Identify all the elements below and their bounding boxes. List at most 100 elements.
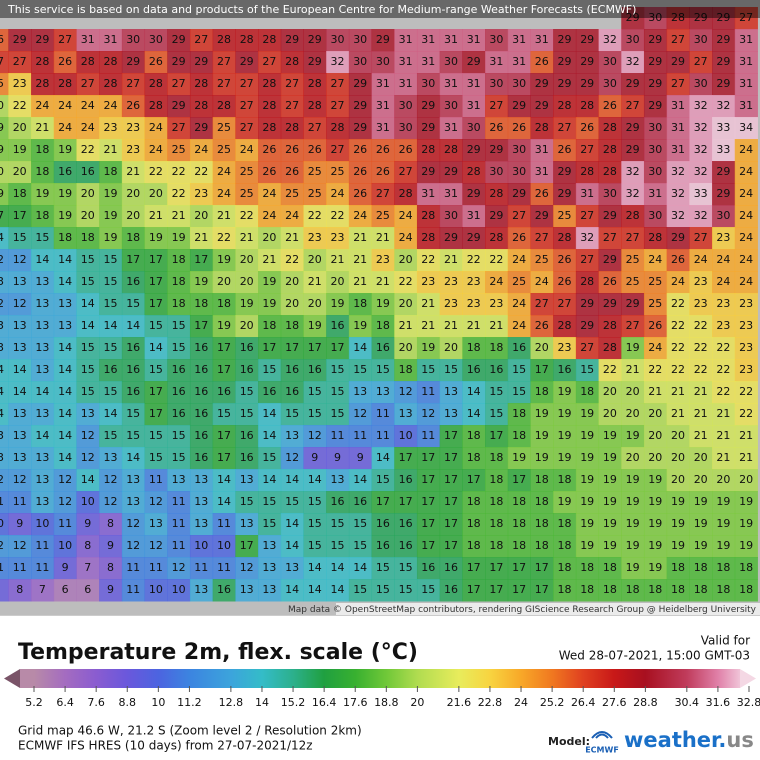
temperature-value: 24	[217, 187, 231, 200]
temperature-value: 26	[353, 187, 367, 200]
temperature-value: 7	[84, 561, 91, 574]
temperature-value: 19	[0, 121, 4, 134]
temperature-cell	[439, 403, 463, 426]
temperature-value: 15	[149, 319, 163, 332]
temperature-value: 21	[671, 407, 685, 420]
temperature-cell	[712, 73, 736, 96]
temperature-value: 30	[603, 187, 617, 200]
temperature-value: 19	[739, 517, 753, 530]
temperature-cell	[8, 95, 32, 118]
temperature-cell	[53, 161, 77, 184]
temperature-cell	[712, 227, 736, 250]
temperature-cell	[689, 293, 713, 316]
temperature-cell	[394, 51, 418, 74]
temperature-cell	[326, 403, 350, 426]
temperature-cell	[121, 29, 146, 52]
temperature-cell	[326, 73, 350, 96]
banner-text: This service is based on data and produc…	[7, 3, 636, 16]
temperature-cell	[416, 491, 441, 514]
temperature-value: 21	[739, 429, 753, 442]
temperature-cell	[621, 447, 645, 470]
temperature-value: 21	[739, 451, 753, 464]
temperature-value: 15	[240, 495, 254, 508]
temperature-value: 21	[716, 407, 730, 420]
temperature-cell	[348, 337, 373, 360]
temperature-value: 27	[285, 99, 299, 112]
temperature-cell	[712, 271, 736, 294]
temperature-cell	[485, 359, 509, 382]
temperature-cell	[189, 359, 214, 382]
temperature-cell	[598, 425, 622, 448]
temperature-cell	[734, 73, 758, 96]
temperature-cell	[712, 183, 736, 206]
temperature-value: 22	[489, 253, 503, 266]
temperature-cell	[734, 425, 758, 448]
temperature-value: 13	[13, 407, 27, 420]
temperature-value: 29	[444, 231, 458, 244]
temperature-value: 15	[126, 407, 140, 420]
temperature-value: 15	[104, 429, 118, 442]
color-scale	[20, 669, 740, 688]
temperature-cell	[326, 227, 350, 250]
temperature-value: 17	[217, 363, 231, 376]
temperature-value: 12	[285, 451, 299, 464]
temperature-cell	[326, 29, 350, 52]
temperature-cell	[621, 271, 645, 294]
temperature-value: 29	[489, 209, 503, 222]
temperature-value: 12	[13, 539, 27, 552]
temperature-value: 21	[35, 121, 49, 134]
scale-tick-label: 14	[255, 696, 269, 709]
temperature-value: 20	[217, 275, 231, 288]
temperature-cell	[575, 139, 600, 162]
temperature-cell	[689, 359, 713, 382]
temperature-value: 20	[626, 407, 640, 420]
temperature-cell	[235, 381, 259, 404]
temperature-cell	[189, 95, 214, 118]
temperature-cell	[371, 359, 395, 382]
temperature-value: 15	[172, 429, 186, 442]
temperature-cell	[189, 51, 214, 74]
temperature-value: 21	[671, 385, 685, 398]
temperature-value: 16	[194, 341, 208, 354]
temperature-value: 18	[558, 473, 572, 486]
temperature-value: 20	[285, 297, 299, 310]
temperature-value: 13	[13, 451, 27, 464]
temperature-value: 19	[376, 297, 390, 310]
scale-tick-label: 31.6	[706, 696, 731, 709]
temperature-cell	[212, 425, 236, 448]
temperature-cell	[99, 117, 123, 140]
temperature-cell	[326, 95, 350, 118]
temperature-cell	[303, 557, 327, 580]
temperature-cell	[416, 557, 441, 580]
temperature-value: 18	[671, 583, 685, 596]
temperature-value: 24	[535, 275, 549, 288]
model-run: ECMWF IFS HRES (10 days) from 27-07-2021…	[18, 739, 313, 753]
temperature-value: 15	[489, 407, 503, 420]
temperature-cell	[280, 381, 304, 404]
temperature-cell	[121, 271, 146, 294]
temperature-cell	[8, 425, 32, 448]
temperature-cell	[326, 293, 350, 316]
temperature-cell	[643, 73, 668, 96]
temperature-value: 14	[81, 473, 95, 486]
temperature-cell	[53, 51, 77, 74]
temperature-value: 17	[535, 363, 549, 376]
temperature-value: 9	[62, 561, 69, 574]
temperature-value: 27	[58, 33, 72, 46]
temperature-value: 28	[558, 231, 572, 244]
temperature-cell	[666, 337, 690, 360]
temperature-value: 13	[81, 407, 95, 420]
temperature-value: 30	[353, 33, 367, 46]
temperature-cell	[99, 249, 123, 272]
temperature-value: 28	[58, 77, 72, 90]
temperature-value: 24	[262, 209, 276, 222]
temperature-value: 17	[149, 253, 163, 266]
temperature-cell	[348, 513, 373, 536]
temperature-cell	[462, 579, 486, 602]
temperature-cell	[212, 579, 236, 602]
temperature-cell	[53, 469, 77, 492]
temperature-cell	[530, 381, 554, 404]
temperature-cell	[394, 381, 418, 404]
temperature-value: 29	[353, 77, 367, 90]
temperature-value: 32	[580, 231, 594, 244]
